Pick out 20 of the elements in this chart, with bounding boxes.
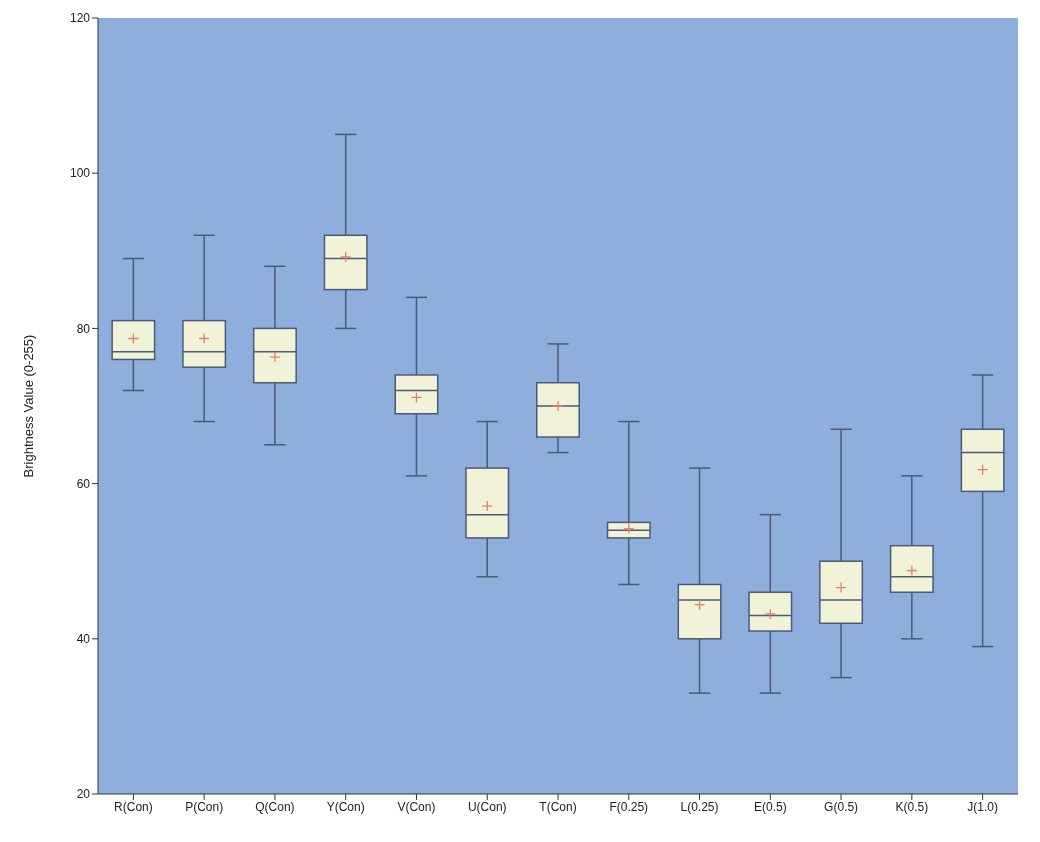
x-tick-label: T(Con) bbox=[539, 799, 577, 814]
y-tick-label: 60 bbox=[76, 476, 91, 491]
x-tick-label: U(Con) bbox=[467, 799, 507, 814]
y-axis-title: Brightness Value (0-255) bbox=[20, 334, 36, 478]
x-tick-label: Q(Con) bbox=[255, 799, 295, 814]
x-tick-label: G(0.5) bbox=[824, 799, 859, 814]
x-tick-label: P(Con) bbox=[185, 799, 224, 814]
x-tick-label: E(0.5) bbox=[753, 799, 787, 814]
y-tick-label: 120 bbox=[69, 11, 91, 26]
x-tick-label: J(1.0) bbox=[967, 799, 998, 814]
y-tick-label: 40 bbox=[76, 632, 91, 647]
x-tick-label: L(0.25) bbox=[680, 799, 719, 814]
y-tick-label: 80 bbox=[76, 321, 91, 336]
x-tick-label: F(0.25) bbox=[609, 799, 649, 814]
x-tick-label: Y(Con) bbox=[326, 799, 365, 814]
y-tick-label: 20 bbox=[76, 787, 91, 802]
x-tick-label: V(Con) bbox=[397, 799, 436, 814]
x-tick-label: R(Con) bbox=[114, 799, 153, 814]
y-tick-label: 100 bbox=[69, 166, 91, 181]
x-tick-label: K(0.5) bbox=[895, 799, 929, 814]
